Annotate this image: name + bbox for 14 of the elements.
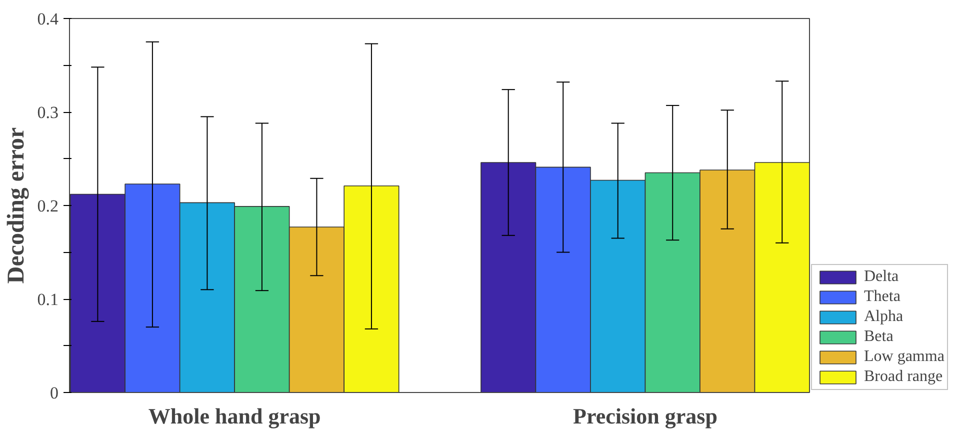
legend-label: Delta [864, 268, 899, 286]
legend-label: Broad range [864, 368, 943, 386]
x-tick-label: Whole hand grasp [148, 404, 321, 428]
legend-label: Alpha [864, 308, 904, 326]
y-tick-label: 0.3 [37, 103, 58, 122]
legend-label: Low gamma [864, 348, 944, 366]
y-axis-title: Decoding error [3, 127, 30, 284]
y-tick-label: 0.4 [37, 10, 59, 28]
legend-label: Beta [864, 328, 894, 346]
y-tick-label: 0.1 [37, 290, 58, 309]
y-tick-label: 0 [50, 384, 58, 402]
x-tick-label: Precision grasp [573, 404, 718, 428]
y-tick-label: 0.2 [37, 196, 58, 216]
legend-label: Theta [864, 288, 900, 306]
